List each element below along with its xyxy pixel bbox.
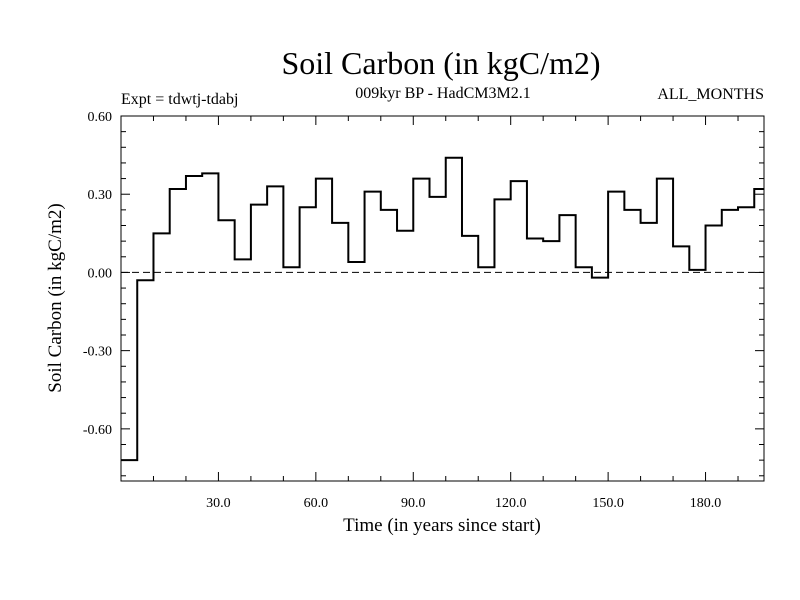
chart-title: Soil Carbon (in kgC/m2) bbox=[281, 45, 600, 81]
x-tick-label: 30.0 bbox=[206, 496, 231, 511]
months-label: ALL_MONTHS bbox=[657, 86, 764, 103]
x-tick-label: 150.0 bbox=[592, 496, 624, 511]
x-tick-label: 60.0 bbox=[304, 496, 329, 511]
expt-label: Expt = tdwtj-tdabj bbox=[121, 91, 238, 108]
x-tick-label: 120.0 bbox=[495, 496, 527, 511]
y-tick-label: -0.60 bbox=[83, 423, 112, 438]
y-tick-label: 0.00 bbox=[88, 266, 113, 281]
x-tick-label: 180.0 bbox=[690, 496, 722, 511]
x-axis-label: Time (in years since start) bbox=[343, 515, 541, 536]
series-step-line bbox=[121, 156, 764, 462]
plot-frame bbox=[120, 115, 765, 482]
x-tick-label: 90.0 bbox=[401, 496, 426, 511]
y-axis-label: Soil Carbon (in kgC/m2) bbox=[45, 203, 66, 392]
y-tick-label: 0.30 bbox=[88, 188, 113, 203]
y-tick-label: -0.30 bbox=[83, 345, 112, 360]
y-tick-label: 0.60 bbox=[88, 110, 113, 125]
chart-subtitle: 009kyr BP - HadCM3M2.1 bbox=[355, 85, 530, 102]
